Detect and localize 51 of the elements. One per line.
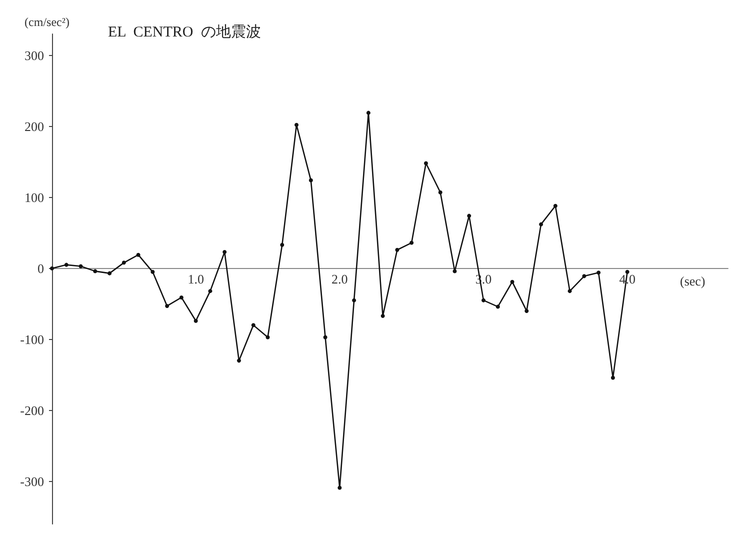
point	[136, 252, 140, 257]
y-tick-label: -100	[20, 332, 44, 347]
y-axis-title: (cm/sec²)	[24, 15, 70, 29]
point	[150, 270, 155, 274]
point	[308, 178, 313, 182]
point	[93, 269, 98, 274]
point	[438, 190, 442, 194]
point	[352, 298, 356, 302]
chart-title: EL CENTRO の地震波	[108, 24, 261, 40]
point	[108, 271, 112, 276]
point	[251, 323, 256, 328]
point	[582, 274, 586, 278]
x-tick-label: 1.0	[188, 271, 204, 286]
point	[222, 250, 227, 254]
point	[568, 289, 572, 294]
point	[510, 280, 514, 284]
point	[64, 262, 68, 267]
point	[122, 260, 126, 265]
point	[410, 240, 414, 245]
point	[496, 304, 500, 309]
point	[524, 308, 529, 313]
point	[236, 358, 241, 363]
point	[280, 242, 284, 247]
point	[323, 335, 328, 340]
y-tick-label: -200	[20, 402, 44, 418]
y-tick-label: 100	[24, 190, 44, 205]
y-tick-label: -300	[20, 474, 44, 489]
point	[610, 376, 615, 380]
point	[165, 304, 170, 308]
point	[395, 248, 400, 252]
point	[467, 214, 472, 218]
point	[380, 314, 385, 318]
point	[208, 289, 212, 294]
x-axis-title: (sec)	[680, 273, 706, 288]
point	[366, 110, 370, 115]
point	[294, 122, 299, 127]
point	[179, 295, 184, 300]
point	[539, 222, 544, 226]
point	[424, 161, 428, 166]
point	[553, 204, 558, 208]
x-tick-label: 2.0	[332, 271, 348, 286]
point	[338, 486, 342, 490]
point	[266, 335, 270, 340]
point	[194, 318, 198, 323]
point	[78, 264, 83, 268]
point	[481, 298, 486, 302]
point	[452, 269, 457, 274]
point	[596, 270, 601, 275]
y-tick-label: 0	[38, 260, 44, 276]
y-tick-label: 300	[24, 48, 44, 63]
y-tick-label: 200	[24, 118, 44, 134]
